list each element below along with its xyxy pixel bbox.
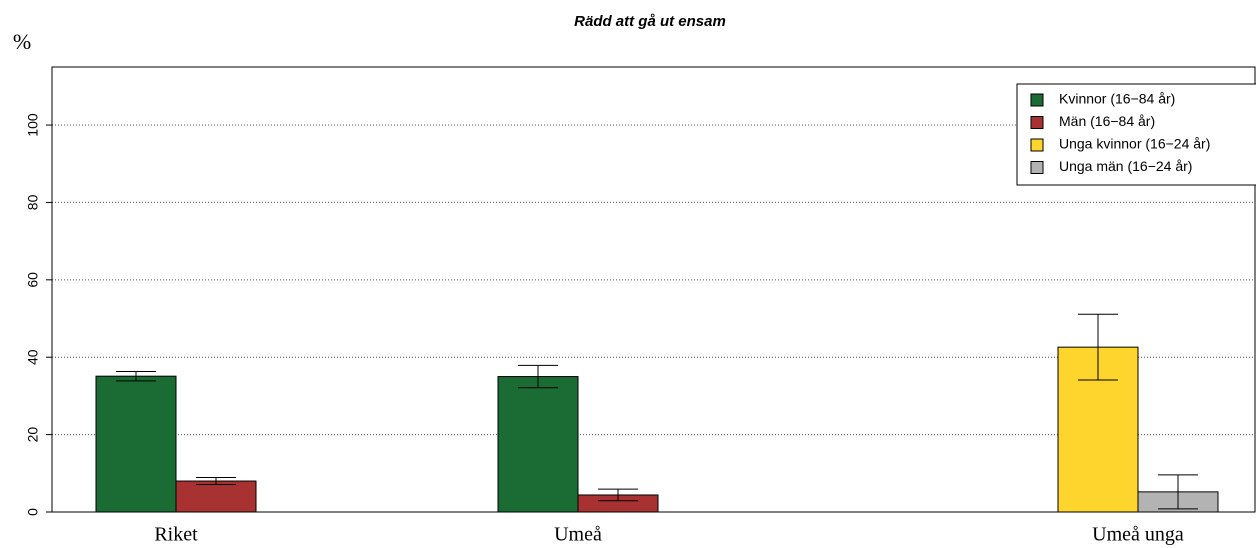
legend-swatch bbox=[1030, 93, 1044, 107]
error-bar bbox=[1158, 474, 1198, 510]
bar bbox=[175, 480, 257, 513]
error-bar bbox=[518, 364, 558, 389]
error-bar bbox=[196, 477, 236, 486]
error-bar bbox=[1078, 313, 1118, 381]
legend-label: Unga kvinnor (16−24 år) bbox=[1059, 136, 1210, 152]
bar bbox=[95, 375, 177, 513]
bar bbox=[497, 376, 579, 513]
error-bar bbox=[116, 371, 156, 382]
legend-label: Kvinnor (16−84 år) bbox=[1059, 91, 1175, 107]
legend-swatch bbox=[1030, 161, 1044, 174]
y-tick-label: 40 bbox=[25, 349, 41, 365]
y-tick-label: 60 bbox=[25, 272, 41, 288]
legend-box bbox=[1016, 83, 1256, 186]
x-tick-label: Umeå unga bbox=[1092, 524, 1184, 546]
y-tick-label: 100 bbox=[25, 113, 41, 137]
error-bar bbox=[598, 488, 638, 502]
x-tick-label: Umeå bbox=[554, 524, 602, 546]
legend-swatch bbox=[1030, 116, 1044, 129]
y-tick-label: 80 bbox=[25, 194, 41, 210]
y-axis-label: % bbox=[13, 29, 31, 54]
legend-label: Män (16−84 år) bbox=[1059, 113, 1155, 129]
x-tick-label: Riket bbox=[154, 524, 198, 546]
legend-swatch bbox=[1030, 138, 1044, 152]
legend-label: Unga män (16−24 år) bbox=[1059, 158, 1192, 174]
chart-title: Rädd att gå ut ensam bbox=[574, 13, 726, 30]
y-tick-label: 20 bbox=[25, 427, 41, 443]
y-tick-label: 0 bbox=[25, 508, 41, 516]
